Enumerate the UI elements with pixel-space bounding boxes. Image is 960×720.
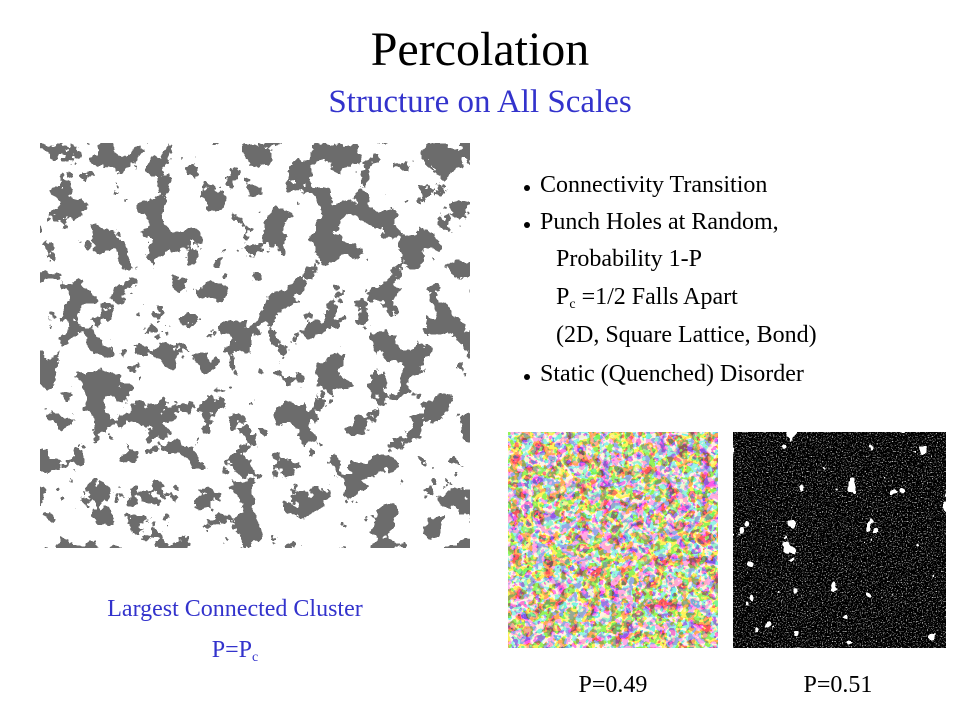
cluster-image (40, 143, 470, 548)
dense-image-holes (733, 432, 946, 648)
subscript: c (569, 297, 576, 312)
bullet: Static (Quenched) Disorder (540, 361, 804, 387)
text: P=P (211, 637, 252, 663)
subtitle: Structure on All Scales (328, 84, 632, 120)
image-label: P=0.49 (578, 672, 648, 698)
subscript: c (252, 650, 259, 665)
caption: P=Pc (35, 637, 435, 666)
text: P (556, 284, 570, 310)
bullet-line: (2D, Square Lattice, Bond) (556, 322, 817, 348)
colored-clusters-image (508, 432, 718, 648)
bullet: Connectivity Transition (540, 172, 768, 198)
bullet: Punch Holes at Random, (540, 209, 779, 235)
bullet-dot (524, 185, 530, 191)
image-label: P=0.51 (803, 672, 873, 698)
bullet-dot (524, 374, 530, 380)
text: =1/2 Falls Apart (575, 284, 738, 310)
bullet-line: Pc =1/2 Falls Apart (556, 284, 738, 313)
caption: Largest Connected Cluster (107, 596, 363, 622)
bullet-line: Probability 1-P (556, 246, 703, 272)
bullet-dot (524, 222, 530, 228)
title: Percolation (370, 23, 590, 76)
